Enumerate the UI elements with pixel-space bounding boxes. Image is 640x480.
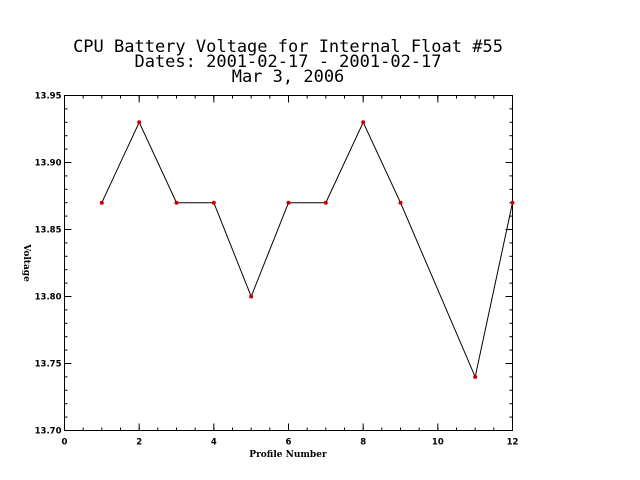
data-point [510, 200, 515, 205]
data-point [473, 374, 478, 379]
data-point [99, 200, 104, 205]
x-tick-label: 8 [360, 438, 366, 448]
y-tick-label: 13.90 [35, 159, 62, 169]
data-point [249, 294, 254, 299]
data-point [398, 200, 403, 205]
data-point [174, 200, 179, 205]
x-tick-label: 12 [507, 438, 519, 448]
x-tick-label: 0 [62, 438, 68, 448]
voltage-series [99, 120, 515, 379]
data-point [137, 120, 142, 125]
title-line-3: Mar 3, 2006 [232, 67, 345, 87]
chart-title: CPU Battery Voltage for Internal Float #… [73, 37, 503, 87]
x-tick-label: 2 [136, 438, 142, 448]
data-point [323, 200, 328, 205]
data-point [211, 200, 216, 205]
data-point [361, 120, 366, 125]
y-tick-label: 13.85 [35, 226, 62, 236]
x-tick-label: 10 [432, 438, 444, 448]
x-tick-label: 6 [286, 438, 292, 448]
series-line [101, 121, 513, 379]
title-line-2: Dates: 2001-02-17 - 2001-02-17 [134, 52, 441, 72]
y-tick-label: 13.70 [35, 427, 62, 437]
x-axis-label: Profile Number [249, 450, 327, 460]
plot-frame [64, 95, 513, 431]
y-tick-label: 13.95 [35, 92, 62, 102]
y-axis-label: Voltage [21, 243, 31, 282]
x-tick-label: 4 [211, 438, 217, 448]
axis-ticks [64, 95, 513, 431]
y-tick-label: 13.80 [35, 293, 62, 303]
data-point [286, 200, 291, 205]
axis-tick-labels: 0 2 4 6 8 10 12 13.70 13.75 13.80 13.85 13.90 13.95 [35, 92, 519, 448]
title-line-1: CPU Battery Voltage for Internal Float #… [73, 37, 503, 57]
y-tick-label: 13.75 [35, 360, 62, 370]
